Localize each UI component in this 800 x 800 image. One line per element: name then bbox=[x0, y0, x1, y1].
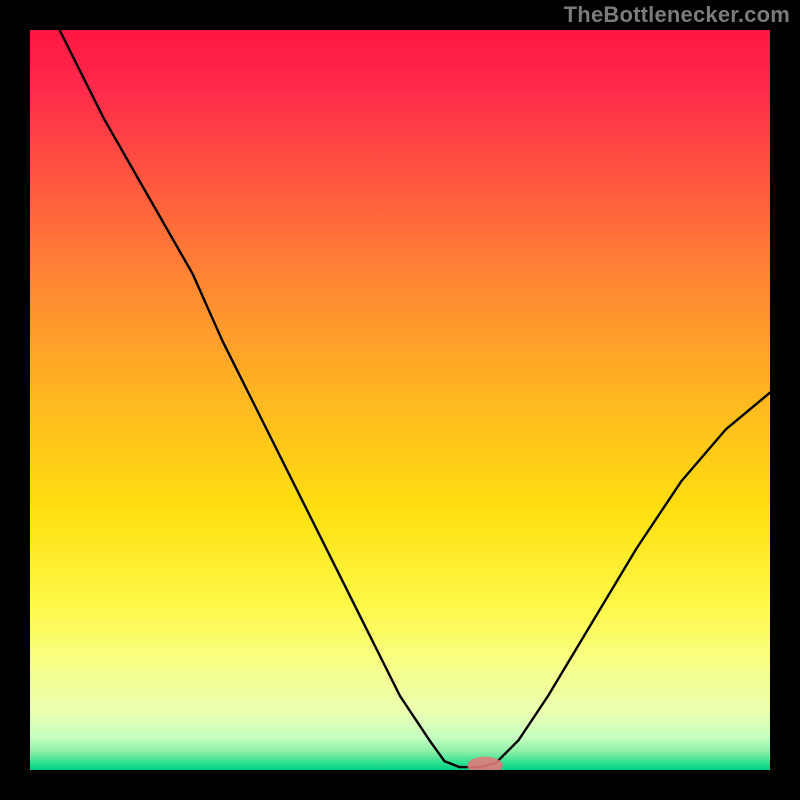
watermark-text: TheBottlenecker.com bbox=[564, 2, 790, 28]
chart-background bbox=[30, 30, 770, 770]
chart-frame: TheBottlenecker.com bbox=[0, 0, 800, 800]
chart-svg bbox=[30, 30, 770, 770]
bottleneck-chart bbox=[30, 30, 770, 770]
